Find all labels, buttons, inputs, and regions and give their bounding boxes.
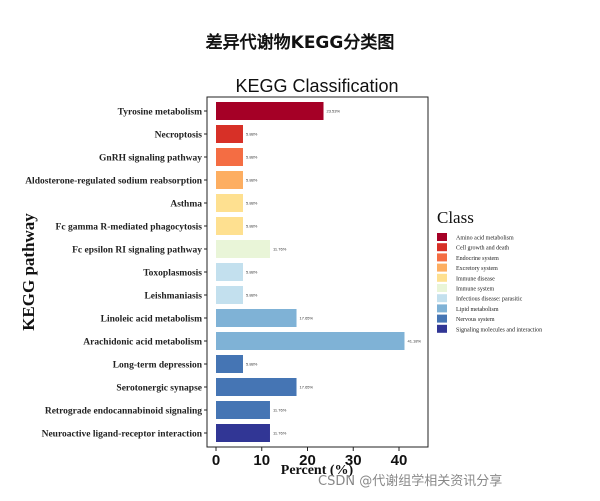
- bar: [216, 286, 243, 304]
- x-tick-label: 0: [212, 452, 220, 469]
- y-tick-label: Serotonergic synapse: [116, 384, 202, 394]
- x-tick-label: 30: [345, 452, 362, 469]
- bar-data-label: 17.65%: [300, 316, 314, 321]
- legend-label: Lipid metabolism: [456, 307, 499, 313]
- x-axis-label: Percent (%): [281, 463, 354, 478]
- legend-label: Immune disease: [456, 276, 495, 282]
- bar: [216, 171, 243, 189]
- y-tick-label: Toxoplasmosis: [143, 269, 202, 279]
- bar-data-label: 11.76%: [273, 247, 287, 252]
- y-tick-label: Fc epsilon RI signaling pathway: [72, 246, 202, 256]
- x-tick-label: 20: [299, 452, 316, 469]
- page-title: 差异代谢物KEGG分类图: [205, 33, 395, 53]
- legend-swatch: [437, 324, 447, 333]
- bar-data-label: 5.88%: [246, 132, 258, 137]
- legend-label: Cell growth and death: [456, 246, 509, 252]
- bar: [216, 309, 297, 327]
- bar: [216, 240, 270, 258]
- x-tick-label: 10: [253, 452, 270, 469]
- bar-data-label: 17.65%: [300, 385, 314, 390]
- bar-data-label: 5.88%: [246, 362, 258, 367]
- y-tick-label: Leishmaniasis: [144, 292, 202, 302]
- bar-data-label: 5.88%: [246, 270, 258, 275]
- legend: Amino acid metabolism Cell growth and dea…: [437, 233, 542, 333]
- bar-data-label: 11.76%: [273, 431, 287, 436]
- bar-data-label: 5.88%: [246, 155, 258, 160]
- bar-data-label: 5.88%: [246, 224, 258, 229]
- legend-swatch: [437, 263, 447, 272]
- x-axis: 0 10 20 30 40: [212, 447, 408, 469]
- y-tick-label: Fc gamma R-mediated phagocytosis: [56, 223, 203, 233]
- y-tick-label: Long-term depression: [113, 361, 203, 371]
- legend-swatch: [437, 314, 447, 323]
- y-tick-label: Neuroactive ligand-receptor interaction: [42, 430, 203, 440]
- y-tick-label: Linoleic acid metabolism: [101, 315, 202, 325]
- y-tick-label: Asthma: [170, 200, 202, 210]
- bar-data-label: 41.18%: [407, 339, 421, 344]
- y-tick-label: Aldosterone-regulated sodium reabsorptio…: [25, 177, 203, 187]
- bars-layer: 23.53% 5.88% 5.88% 5.88% 5.88% 5.88% 11.76% 5.8…: [216, 102, 421, 442]
- bar-data-label: 23.53%: [327, 109, 341, 114]
- legend-label: Immune system: [456, 287, 494, 293]
- bar: [216, 401, 270, 419]
- legend-swatch: [437, 243, 447, 252]
- legend-swatch: [437, 284, 447, 292]
- legend-swatch: [437, 253, 447, 262]
- bar-data-label: 11.76%: [273, 408, 287, 413]
- chart-title: KEGG Classification: [235, 76, 398, 96]
- legend-label: Infectious disease: parasitic: [456, 296, 523, 303]
- bar-data-label: 5.88%: [246, 293, 258, 298]
- y-tick-label: Tyrosine metabolism: [118, 108, 202, 118]
- y-tick-label: GnRH signaling pathway: [99, 154, 202, 164]
- legend-swatch: [437, 294, 447, 303]
- bar-data-label: 5.88%: [246, 201, 258, 206]
- y-tick-labels: Tyrosine metabolism Necroptosis GnRH signa…: [25, 108, 207, 440]
- footer-credit: CSDN @代谢组学相关资讯分享: [318, 474, 503, 489]
- bar-data-label: 5.88%: [246, 178, 258, 183]
- y-axis-label: KEGG pathway: [19, 213, 38, 331]
- bar: [216, 263, 243, 281]
- bar: [216, 378, 297, 396]
- bar: [216, 125, 243, 143]
- legend-label: Nervous system: [456, 317, 495, 323]
- bar: [216, 148, 243, 166]
- legend-label: Signaling molecules and interaction: [456, 327, 542, 333]
- y-tick-label: Retrograde endocannabinoid signaling: [45, 407, 202, 417]
- bar: [216, 355, 243, 373]
- bar: [216, 424, 270, 442]
- legend-swatch: [437, 304, 447, 313]
- y-tick-label: Arachidonic acid metabolism: [83, 338, 202, 348]
- bar: [216, 332, 405, 350]
- legend-swatch: [437, 273, 447, 282]
- legend-label: Endocrine system: [456, 256, 499, 262]
- legend-title: Class: [437, 208, 474, 227]
- legend-label: Excretory system: [456, 266, 498, 272]
- bar: [216, 217, 243, 235]
- legend-label: Amino acid metabolism: [456, 236, 514, 242]
- legend-swatch: [437, 233, 447, 241]
- x-tick-label: 40: [391, 452, 408, 469]
- y-tick-label: Necroptosis: [155, 131, 203, 141]
- bar: [216, 102, 324, 120]
- bar: [216, 194, 243, 212]
